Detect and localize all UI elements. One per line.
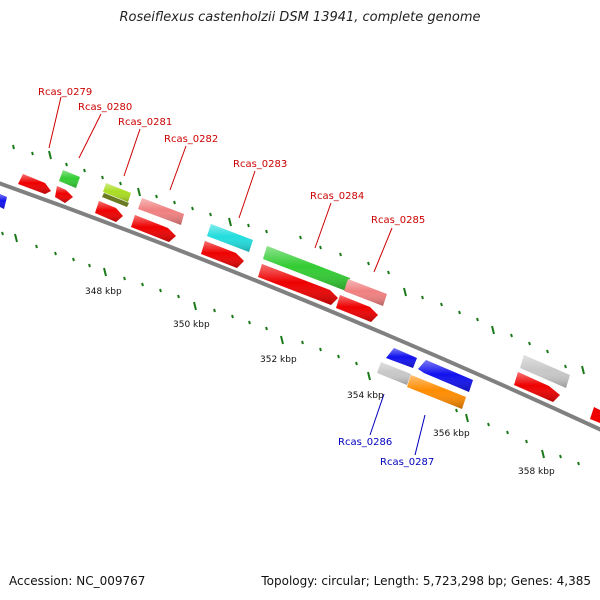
outer-tick-ring bbox=[12, 144, 585, 375]
gene-label-rcas-0286[interactable]: Rcas_0286 bbox=[338, 437, 392, 448]
gene-arrow[interactable] bbox=[0, 194, 7, 209]
gene-arrow[interactable] bbox=[520, 355, 570, 388]
gene-label-rcas-0282[interactable]: Rcas_0282 bbox=[164, 134, 218, 145]
map-title: Roseiflexus castenholzii DSM 13941, comp… bbox=[119, 10, 481, 25]
gene-arrow[interactable] bbox=[514, 372, 560, 402]
accession-text: Accession: NC_009767 bbox=[9, 574, 146, 588]
gene-label-rcas-0280[interactable]: Rcas_0280 bbox=[78, 102, 132, 113]
gene-arrow[interactable] bbox=[131, 215, 176, 242]
gene-label-rcas-0279[interactable]: Rcas_0279 bbox=[38, 87, 92, 98]
gene-label-rcas-0287[interactable]: Rcas_0287 bbox=[380, 457, 434, 468]
gene-arrow[interactable] bbox=[18, 174, 51, 194]
scale-label: 354 kbp bbox=[347, 391, 384, 401]
gene-arrow[interactable] bbox=[102, 193, 129, 207]
gene-arrow[interactable] bbox=[201, 241, 244, 268]
gene-arrow[interactable] bbox=[336, 295, 378, 322]
gene-arrow[interactable] bbox=[407, 375, 466, 409]
gene-label-rcas-0283[interactable]: Rcas_0283 bbox=[233, 159, 287, 170]
gene-arrow[interactable] bbox=[207, 224, 253, 252]
gene-arrow[interactable] bbox=[55, 186, 73, 203]
scale-label: 348 kbp bbox=[85, 287, 122, 297]
scale-label: 358 kbp bbox=[518, 467, 555, 477]
gene-arrow[interactable] bbox=[258, 264, 338, 305]
genome-summary-text: Topology: circular; Length: 5,723,298 bp… bbox=[261, 574, 591, 588]
gene-arrow[interactable] bbox=[59, 170, 80, 188]
gene-label-rcas-0281[interactable]: Rcas_0281 bbox=[118, 117, 172, 128]
gene-arrow[interactable] bbox=[377, 362, 411, 385]
label-leader-lines bbox=[48, 96, 426, 456]
gene-arrow[interactable] bbox=[590, 407, 600, 423]
gene-arrow[interactable] bbox=[95, 201, 123, 222]
scale-label: 352 kbp bbox=[260, 355, 297, 365]
scale-label: 356 kbp bbox=[433, 429, 470, 439]
gene-label-rcas-0284[interactable]: Rcas_0284 bbox=[310, 191, 364, 202]
gene-arrow[interactable] bbox=[263, 246, 350, 291]
gene-arrow[interactable] bbox=[386, 348, 417, 368]
scale-label: 350 kbp bbox=[173, 320, 210, 330]
gene-arrow[interactable] bbox=[418, 360, 473, 392]
genome-backbone bbox=[0, 181, 600, 432]
gene-label-rcas-0285[interactable]: Rcas_0285 bbox=[371, 215, 425, 226]
gene-arrow[interactable] bbox=[138, 198, 184, 225]
inner-tick-ring bbox=[1, 231, 580, 466]
gene-arrow[interactable] bbox=[103, 183, 131, 202]
gene-arrow[interactable] bbox=[344, 279, 387, 306]
